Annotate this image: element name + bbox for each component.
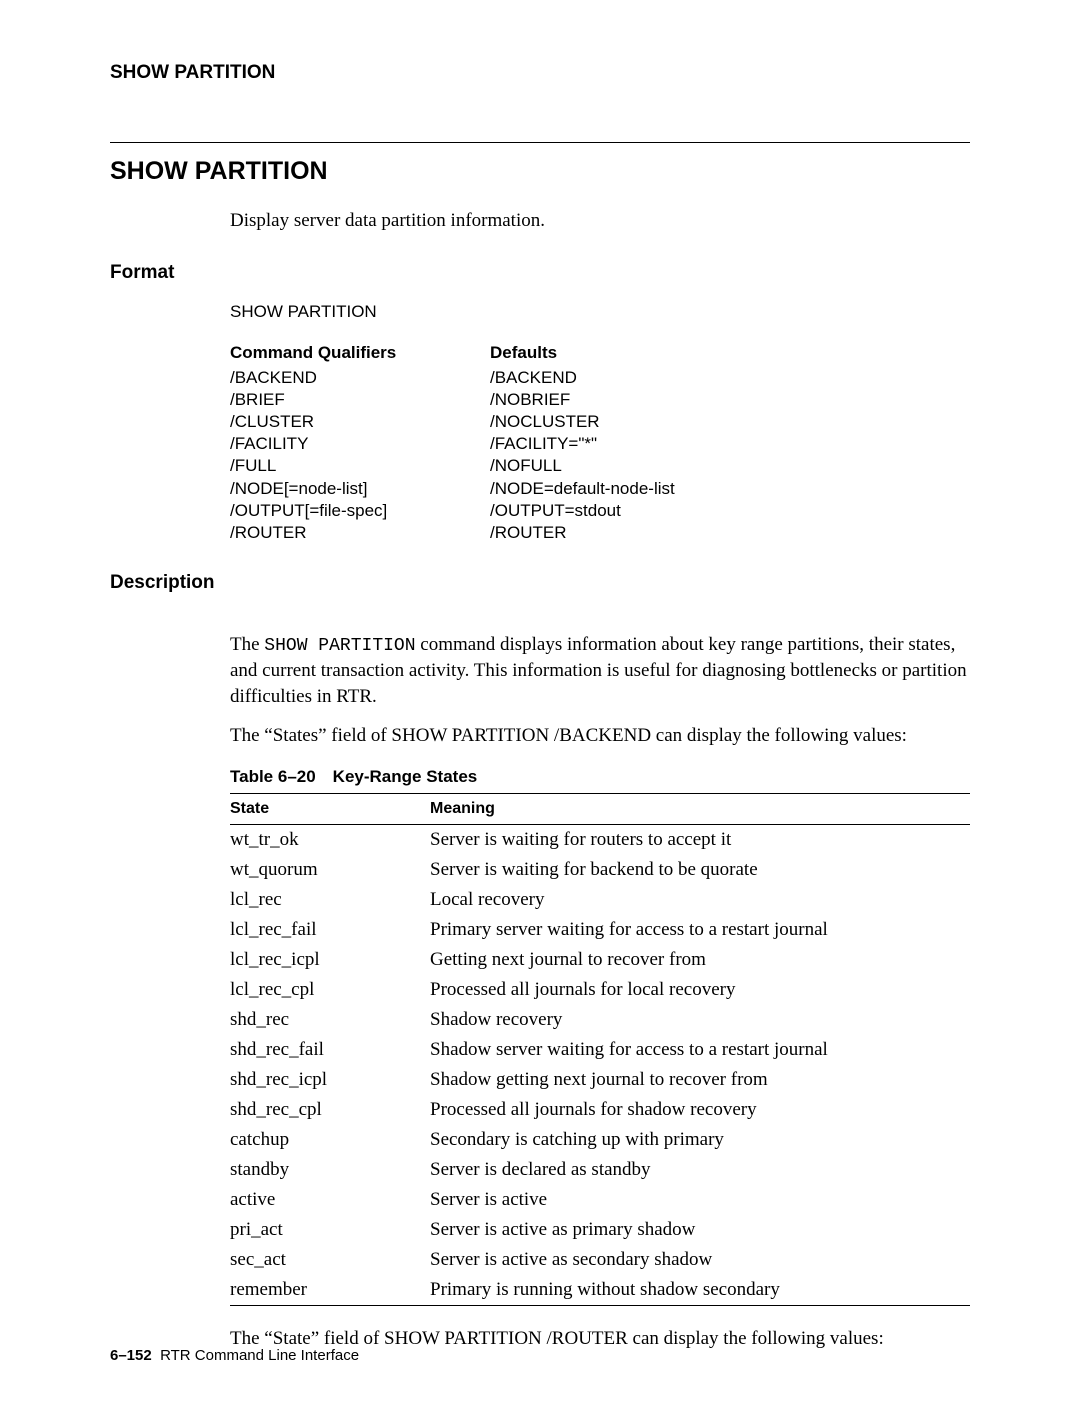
th-meaning: Meaning xyxy=(430,794,970,825)
td-meaning: Processed all journals for local recover… xyxy=(430,975,970,1005)
qualifier-cell: /ROUTER xyxy=(230,522,490,544)
title-rule xyxy=(110,142,970,143)
qualifier-cell: /OUTPUT[=file-spec] xyxy=(230,500,490,522)
td-meaning: Local recovery xyxy=(430,885,970,915)
summary-block: Display server data partition informatio… xyxy=(230,210,970,232)
page-footer: 6–152 RTR Command Line Interface xyxy=(110,1347,359,1364)
qualifiers-table: Command Qualifiers Defaults /BACKEND /BA… xyxy=(230,342,970,544)
td-meaning: Server is active as secondary shadow xyxy=(430,1245,970,1275)
td-meaning: Shadow getting next journal to recover f… xyxy=(430,1065,970,1095)
table-caption: Table 6–20 Key-Range States xyxy=(230,767,970,787)
td-meaning: Server is active xyxy=(430,1185,970,1215)
td-state: sec_act xyxy=(230,1245,430,1275)
description-heading: Description xyxy=(110,572,970,594)
qualifier-cell: /BACKEND xyxy=(230,367,490,389)
default-cell: /NOBRIEF xyxy=(490,389,970,411)
td-meaning: Processed all journals for shadow recove… xyxy=(430,1095,970,1125)
qualifier-cell: /CLUSTER xyxy=(230,411,490,433)
default-cell: /NODE=default-node-list xyxy=(490,478,970,500)
qualifier-cell: /BRIEF xyxy=(230,389,490,411)
td-state: lcl_rec_cpl xyxy=(230,975,430,1005)
td-state: remember xyxy=(230,1275,430,1306)
para1-mono: SHOW PARTITION xyxy=(264,636,415,656)
td-state: shd_rec_icpl xyxy=(230,1065,430,1095)
command-title: SHOW PARTITION xyxy=(110,157,970,186)
default-cell: /BACKEND xyxy=(490,367,970,389)
td-state: shd_rec_fail xyxy=(230,1035,430,1065)
td-meaning: Primary is running without shadow second… xyxy=(430,1275,970,1306)
td-meaning: Secondary is catching up with primary xyxy=(430,1125,970,1155)
footer-text: RTR Command Line Interface xyxy=(160,1347,359,1364)
qualifier-cell: /FACILITY xyxy=(230,433,490,455)
td-state: shd_rec xyxy=(230,1005,430,1035)
page-number: 6–152 xyxy=(110,1347,152,1364)
td-state: standby xyxy=(230,1155,430,1185)
format-syntax: SHOW PARTITION xyxy=(230,302,970,322)
para1-pre: The xyxy=(230,634,264,655)
td-meaning: Shadow server waiting for access to a re… xyxy=(430,1035,970,1065)
default-cell: /NOCLUSTER xyxy=(490,411,970,433)
summary-text: Display server data partition informatio… xyxy=(230,210,970,232)
description-block: The SHOW PARTITION command displays info… xyxy=(230,632,970,1352)
key-range-table: StateMeaning wt_tr_okServer is waiting f… xyxy=(230,793,970,1306)
running-head: SHOW PARTITION xyxy=(110,62,970,84)
default-cell: /OUTPUT=stdout xyxy=(490,500,970,522)
td-state: shd_rec_cpl xyxy=(230,1095,430,1125)
th-state: State xyxy=(230,794,430,825)
qualifier-cell: /NODE[=node-list] xyxy=(230,478,490,500)
page: SHOW PARTITION SHOW PARTITION Display se… xyxy=(0,0,1080,1406)
td-state: active xyxy=(230,1185,430,1215)
qualifier-cell: /FULL xyxy=(230,455,490,477)
td-state: lcl_rec_fail xyxy=(230,915,430,945)
td-state: lcl_rec xyxy=(230,885,430,915)
qualifiers-head: Command Qualifiers xyxy=(230,342,490,364)
description-para-2: The “States” field of SHOW PARTITION /BA… xyxy=(230,723,970,749)
td-meaning: Server is waiting for backend to be quor… xyxy=(430,855,970,885)
td-state: catchup xyxy=(230,1125,430,1155)
td-state: wt_quorum xyxy=(230,855,430,885)
td-meaning: Getting next journal to recover from xyxy=(430,945,970,975)
td-state: wt_tr_ok xyxy=(230,825,430,856)
format-heading: Format xyxy=(110,262,970,284)
default-cell: /NOFULL xyxy=(490,455,970,477)
defaults-head: Defaults xyxy=(490,342,970,364)
td-meaning: Shadow recovery xyxy=(430,1005,970,1035)
td-meaning: Server is active as primary shadow xyxy=(430,1215,970,1245)
description-para-1: The SHOW PARTITION command displays info… xyxy=(230,632,970,710)
td-state: pri_act xyxy=(230,1215,430,1245)
default-cell: /ROUTER xyxy=(490,522,970,544)
format-block: SHOW PARTITION Command Qualifiers Defaul… xyxy=(230,302,970,544)
td-meaning: Primary server waiting for access to a r… xyxy=(430,915,970,945)
default-cell: /FACILITY="*" xyxy=(490,433,970,455)
td-meaning: Server is waiting for routers to accept … xyxy=(430,825,970,856)
td-state: lcl_rec_icpl xyxy=(230,945,430,975)
td-meaning: Server is declared as standby xyxy=(430,1155,970,1185)
